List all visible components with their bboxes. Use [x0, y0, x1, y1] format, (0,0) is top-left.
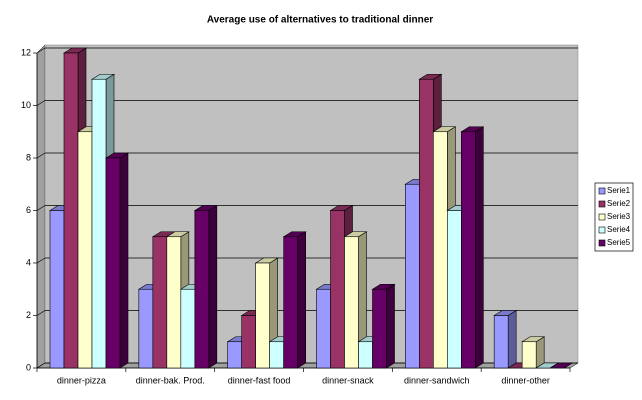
grid-line: [36, 47, 46, 54]
grid-line: [36, 205, 46, 211]
bar-side: [475, 126, 484, 369]
legend-swatch: [598, 213, 606, 221]
bar: [77, 131, 93, 369]
y-tick-label: 10: [21, 100, 31, 110]
bar: [241, 315, 256, 369]
x-tick-label: dinner-bak. Prod.: [136, 375, 205, 385]
x-tick-label: dinner-other: [501, 375, 550, 385]
y-tick-label: 8: [26, 152, 31, 162]
legend: Serie1 Serie2 Serie3 Serie4 Serie5: [594, 182, 634, 252]
back-wall: [44, 44, 579, 364]
bar: [63, 52, 79, 369]
x-tick-label: dinner-snack: [322, 375, 374, 385]
legend-label: Serie4: [607, 225, 631, 234]
x-tick-label: dinner-fast food: [228, 375, 291, 385]
bar: [405, 183, 420, 369]
bar-side: [297, 231, 306, 369]
bar: [91, 78, 107, 369]
y-tick-label: 12: [21, 47, 31, 57]
bar: [419, 78, 434, 369]
bar: [358, 341, 373, 369]
bar: [255, 262, 270, 369]
grid-line: [36, 362, 46, 369]
grid-line: [36, 100, 46, 106]
x-tick-label: dinner-sandwich: [404, 375, 470, 385]
bar: [283, 236, 298, 369]
legend-label: Serie2: [607, 199, 631, 208]
y-tick-label: 6: [26, 205, 31, 215]
bar-side: [208, 204, 218, 369]
bar-side: [535, 336, 545, 369]
bar: [461, 131, 476, 369]
bar-side: [507, 309, 517, 369]
bar: [521, 341, 537, 369]
bar-top: [549, 362, 574, 369]
bar: [180, 288, 196, 369]
y-tick-label: 0: [26, 362, 31, 372]
legend-label: Serie1: [607, 186, 631, 195]
bar: [344, 236, 359, 369]
bar: [166, 236, 182, 369]
y-tick-label: 2: [26, 310, 31, 320]
bar-side: [386, 283, 395, 369]
legend-swatch: [598, 200, 606, 208]
bar: [330, 210, 345, 369]
legend-label: Serie5: [607, 238, 631, 247]
chart-title: Average use of alternatives to tradition…: [207, 15, 433, 26]
bar: [372, 288, 387, 369]
y-tick-label: 4: [26, 257, 31, 267]
bar: [194, 210, 210, 369]
bar: [138, 288, 154, 369]
legend-swatch: [598, 187, 606, 195]
bar: [433, 131, 448, 369]
legend-swatch: [598, 239, 606, 247]
bar: [269, 341, 284, 369]
bar-side: [119, 152, 129, 369]
bar: [493, 315, 509, 369]
bar: [105, 157, 121, 369]
bar: [447, 210, 462, 369]
bar: [152, 236, 168, 369]
grid-line: [36, 310, 46, 316]
x-tick-label: dinner-pizza: [57, 375, 106, 385]
legend-label: Serie3: [607, 212, 631, 221]
legend-swatch: [598, 226, 606, 234]
bar: [49, 210, 65, 369]
grid-line: [36, 152, 46, 159]
bar: [316, 288, 331, 369]
grid-line: [36, 257, 46, 264]
bar: [227, 341, 242, 369]
